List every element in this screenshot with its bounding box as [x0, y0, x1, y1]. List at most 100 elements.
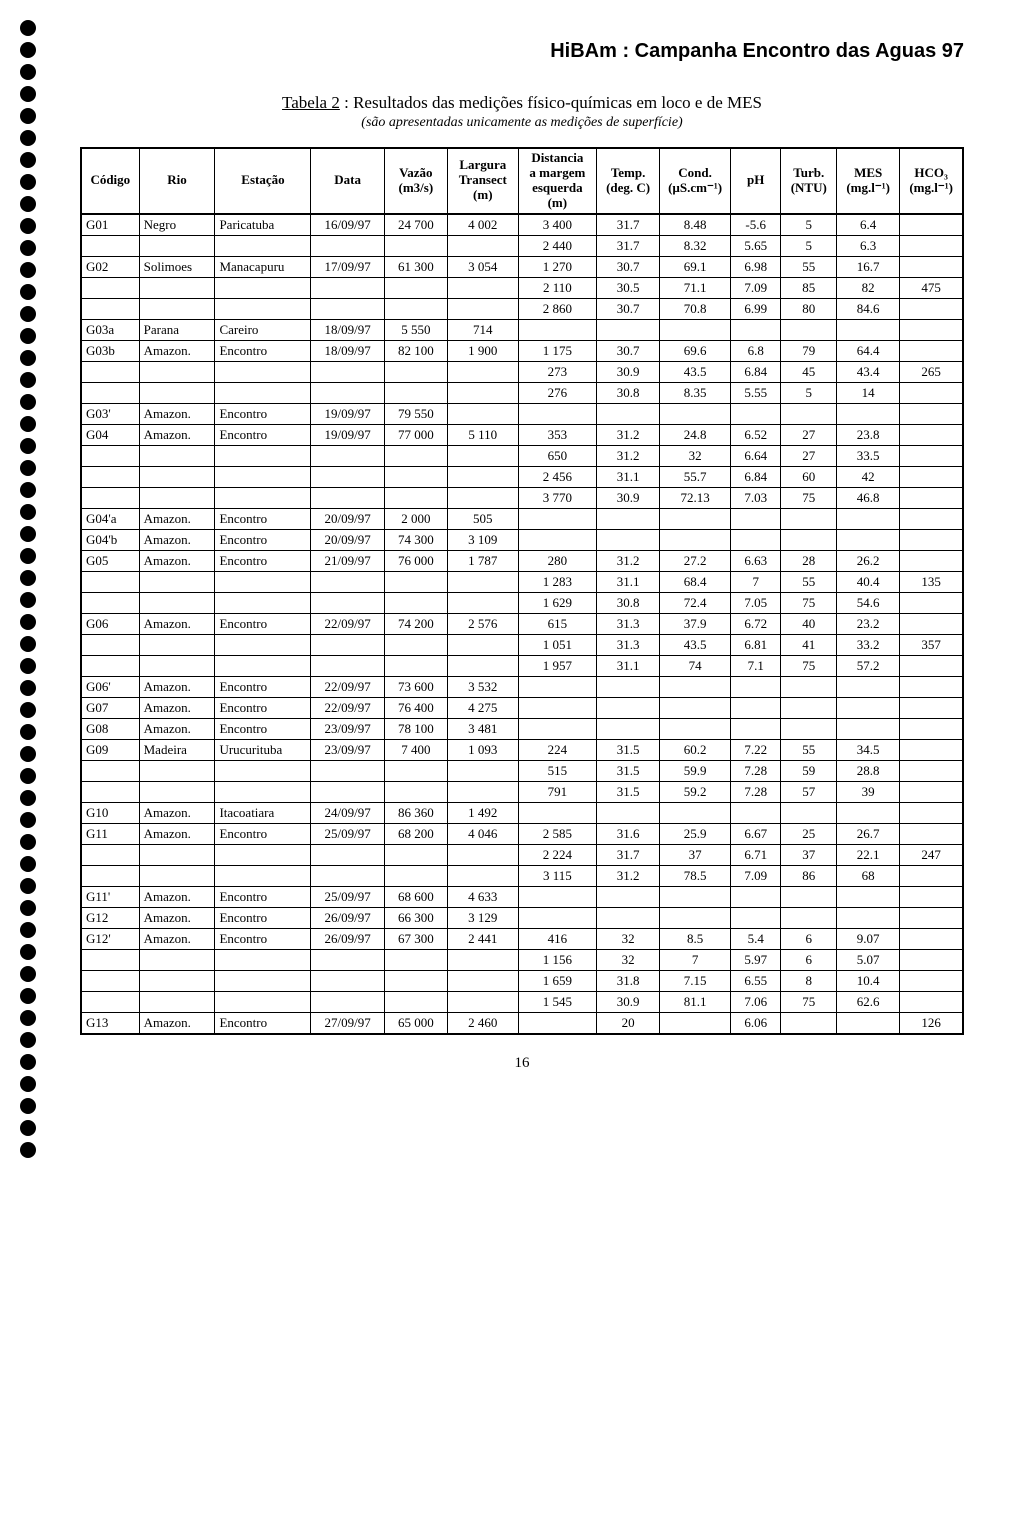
table-cell: 280	[518, 550, 596, 571]
table-cell: 30.9	[597, 361, 660, 382]
table-cell	[597, 886, 660, 907]
table-cell: 26.2	[837, 550, 900, 571]
table-cell: 7.22	[730, 739, 781, 760]
table-cell: 353	[518, 424, 596, 445]
table-cell	[81, 361, 139, 382]
column-header: HCO₃(mg.l⁻¹)	[900, 148, 963, 214]
caption-rest: : Resultados das medições físico-química…	[340, 93, 762, 112]
table-cell: Careiro	[215, 319, 311, 340]
table-cell	[139, 571, 215, 592]
table-cell	[900, 760, 963, 781]
table-cell: 25	[781, 823, 837, 844]
table-cell	[900, 214, 963, 236]
table-cell: 24/09/97	[311, 802, 384, 823]
table-cell	[384, 991, 447, 1012]
table-cell	[781, 529, 837, 550]
table-cell: Encontro	[215, 508, 311, 529]
table-cell: 69.1	[660, 256, 731, 277]
table-cell	[139, 382, 215, 403]
table-cell: Encontro	[215, 550, 311, 571]
table-row: 79131.559.27.285739	[81, 781, 963, 802]
table-cell	[215, 235, 311, 256]
table-cell	[384, 655, 447, 676]
table-row: 1 95731.1747.17557.2	[81, 655, 963, 676]
table-cell	[730, 319, 781, 340]
table-row: G10Amazon.Itacoatiara24/09/9786 3601 492	[81, 802, 963, 823]
table-cell	[837, 718, 900, 739]
table-cell	[81, 655, 139, 676]
table-cell	[447, 466, 518, 487]
table-cell: 4 275	[447, 697, 518, 718]
table-cell	[730, 508, 781, 529]
table-cell: 8.48	[660, 214, 731, 236]
table-cell: 28	[781, 550, 837, 571]
table-cell	[139, 466, 215, 487]
table-cell: 357	[900, 634, 963, 655]
table-cell: Itacoatiara	[215, 802, 311, 823]
table-cell: 30.7	[597, 340, 660, 361]
table-cell	[139, 361, 215, 382]
table-cell: 1 629	[518, 592, 596, 613]
table-cell: 5	[781, 214, 837, 236]
table-cell	[139, 781, 215, 802]
table-cell	[447, 865, 518, 886]
table-cell: 6.84	[730, 466, 781, 487]
table-row: G01NegroParicatuba16/09/9724 7004 0023 4…	[81, 214, 963, 236]
table-cell: 61 300	[384, 256, 447, 277]
table-cell: 2 576	[447, 613, 518, 634]
table-cell: 135	[900, 571, 963, 592]
table-cell	[215, 361, 311, 382]
table-cell	[139, 844, 215, 865]
table-cell	[900, 655, 963, 676]
table-cell	[730, 886, 781, 907]
table-cell	[311, 760, 384, 781]
table-cell	[311, 844, 384, 865]
table-cell: 68 200	[384, 823, 447, 844]
table-cell: Solimoes	[139, 256, 215, 277]
table-cell: 60	[781, 466, 837, 487]
table-cell: 8.5	[660, 928, 731, 949]
table-cell: 32	[597, 949, 660, 970]
table-cell	[900, 676, 963, 697]
table-cell	[139, 865, 215, 886]
table-cell: 5.4	[730, 928, 781, 949]
table-cell	[447, 844, 518, 865]
table-cell: 59.2	[660, 781, 731, 802]
table-cell	[837, 802, 900, 823]
table-cell: 2 585	[518, 823, 596, 844]
table-cell: G03a	[81, 319, 139, 340]
table-cell: 31.5	[597, 781, 660, 802]
table-cell	[900, 445, 963, 466]
table-cell	[597, 403, 660, 424]
table-cell: 27.2	[660, 550, 731, 571]
table-row: G04'aAmazon.Encontro20/09/972 000505	[81, 508, 963, 529]
table-cell: Madeira	[139, 739, 215, 760]
table-cell: G01	[81, 214, 139, 236]
table-cell	[384, 235, 447, 256]
table-cell: 1 093	[447, 739, 518, 760]
table-cell	[447, 970, 518, 991]
table-cell	[215, 844, 311, 865]
table-cell: 2 110	[518, 277, 596, 298]
table-cell	[311, 445, 384, 466]
table-cell: 32	[597, 928, 660, 949]
table-cell	[139, 445, 215, 466]
table-cell: 26.7	[837, 823, 900, 844]
table-cell: 75	[781, 991, 837, 1012]
table-cell: 7	[730, 571, 781, 592]
table-cell: 6.67	[730, 823, 781, 844]
table-cell	[900, 592, 963, 613]
table-cell	[900, 907, 963, 928]
table-cell: 5	[781, 235, 837, 256]
table-cell: Encontro	[215, 1012, 311, 1034]
table-cell	[139, 970, 215, 991]
table-cell	[730, 718, 781, 739]
table-cell: 74 300	[384, 529, 447, 550]
table-row: G11Amazon.Encontro25/09/9768 2004 0462 5…	[81, 823, 963, 844]
table-cell: Amazon.	[139, 1012, 215, 1034]
table-cell: 31.2	[597, 424, 660, 445]
table-cell: Amazon.	[139, 907, 215, 928]
table-cell	[900, 802, 963, 823]
table-cell	[730, 676, 781, 697]
table-row: 2 11030.571.17.098582475	[81, 277, 963, 298]
